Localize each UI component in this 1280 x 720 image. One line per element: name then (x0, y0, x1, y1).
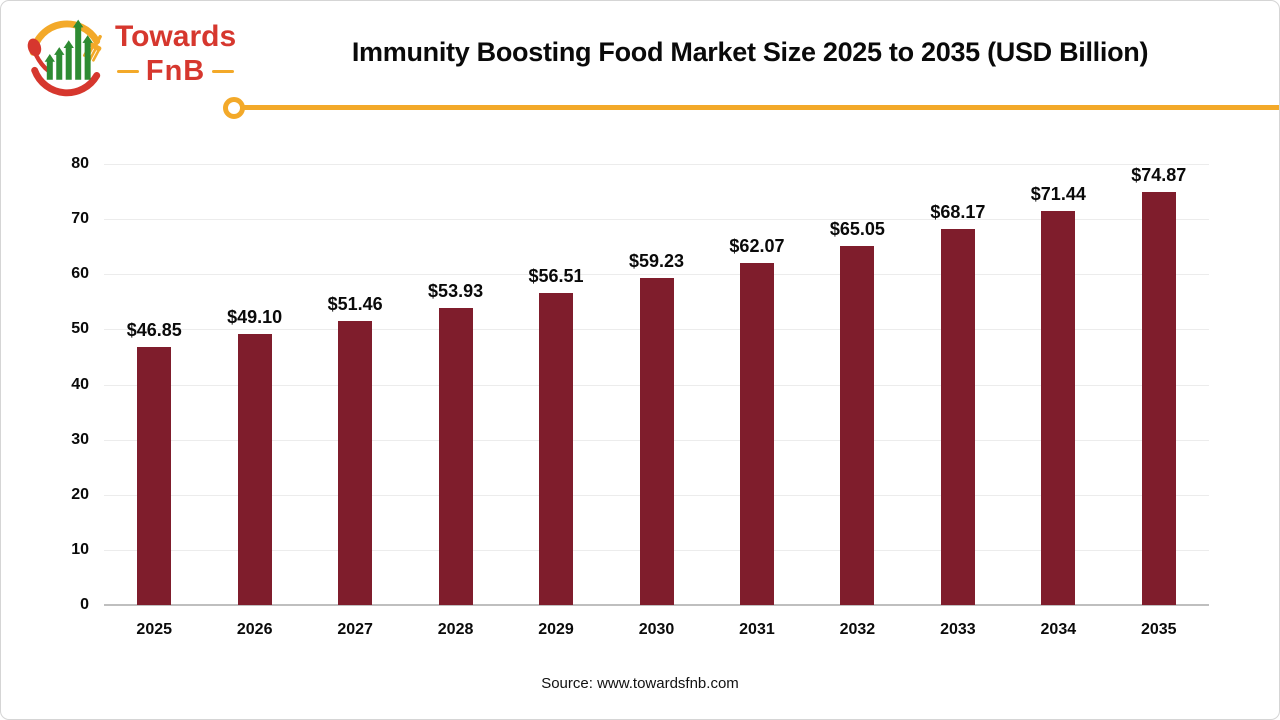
chart-title: Immunity Boosting Food Market Size 2025 … (351, 37, 1149, 67)
x-axis-label: 2025 (136, 621, 173, 638)
y-axis-label: 60 (71, 265, 89, 283)
logo-dash-left-icon (116, 70, 139, 73)
bar-value-label: $71.44 (1030, 184, 1086, 205)
bar-value-label: $46.85 (126, 319, 182, 340)
bar-2027 (338, 321, 373, 605)
bar-2035 (1141, 192, 1176, 605)
logo-brand-top: Towards (115, 20, 237, 53)
x-axis-label: 2031 (739, 621, 775, 638)
gridline (104, 219, 1209, 221)
towards-fnb-logo: Towards FnB (23, 11, 236, 97)
x-axis-label: 2035 (1140, 621, 1177, 638)
x-axis-line (104, 604, 1209, 606)
bar-2033 (940, 229, 975, 605)
logo-wordmark: Towards FnB (115, 22, 236, 86)
bar-2028 (438, 307, 473, 605)
bar-value-label: $56.51 (528, 266, 584, 287)
x-axis-label: 2033 (940, 621, 976, 638)
x-axis-label: 2026 (236, 621, 273, 638)
gridline (104, 274, 1209, 276)
logo-dash-right-icon (212, 70, 235, 73)
bar-value-label: $74.87 (1131, 165, 1187, 186)
x-axis-label: 2027 (337, 621, 373, 638)
bar-value-label: $59.23 (628, 251, 685, 272)
x-axis-label: 2029 (538, 621, 574, 638)
y-axis-label: 40 (71, 375, 89, 393)
divider-ring-icon (223, 97, 245, 119)
bar-value-label: $51.46 (327, 294, 383, 315)
x-axis-label: 2034 (1040, 621, 1077, 638)
title-divider-line (244, 105, 1279, 110)
bar-2030 (639, 278, 674, 605)
y-axis-label: 20 (71, 485, 89, 503)
bar-2032 (840, 246, 875, 605)
x-axis-label: 2032 (839, 621, 876, 638)
bar-2034 (1041, 211, 1076, 605)
bar-value-label: $53.93 (428, 280, 484, 301)
bar-value-label: $68.17 (930, 202, 986, 223)
gridline (104, 164, 1209, 165)
bar-2025 (137, 346, 172, 605)
bar-2026 (237, 334, 272, 605)
bar-value-label: $62.07 (729, 235, 785, 256)
y-axis-label: 50 (71, 320, 89, 338)
y-axis-label: 80 (71, 155, 89, 172)
y-axis-label: 0 (80, 596, 89, 613)
x-axis-label: 2030 (638, 621, 675, 638)
bar-value-label: $49.10 (227, 307, 283, 328)
logo-brand-bottom: FnB (145, 55, 206, 87)
bar-2029 (539, 293, 574, 605)
y-axis-label: 10 (71, 540, 89, 558)
x-axis-label: 2028 (437, 621, 474, 638)
source-text: Source: www.towardsfnb.com (541, 675, 739, 692)
bar-chart-spoon-fork-icon (27, 19, 102, 97)
y-axis-label: 30 (71, 430, 89, 448)
bar-2031 (739, 262, 774, 605)
y-axis-label: 70 (71, 210, 89, 228)
bar-value-label: $65.05 (829, 219, 885, 240)
